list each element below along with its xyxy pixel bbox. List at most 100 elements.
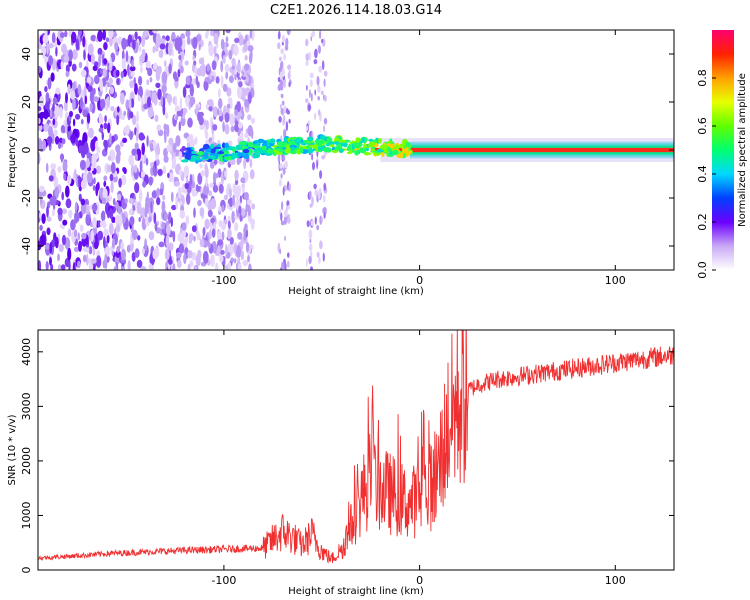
spectrogram-noise-blob	[98, 115, 104, 125]
spectrogram-noise-blob	[177, 186, 182, 199]
spectrogram-noise-blob	[317, 109, 321, 116]
spectrogram-noise-blob	[284, 262, 287, 270]
spectrogram-noise-blob	[228, 75, 234, 84]
spectrogram-noise-blob	[46, 136, 53, 145]
spectrogram-noise-blob	[90, 34, 97, 42]
spectrogram-noise-blob	[198, 116, 204, 126]
spectrogram-noise-blob	[161, 222, 166, 230]
spectrogram-noise-blob	[74, 168, 77, 179]
spectrogram-noise-blob	[179, 210, 186, 219]
spectrogram-noise-blob	[108, 208, 114, 219]
spectrogram-noise-blob	[251, 203, 256, 210]
spectrogram-ridge-blob	[328, 141, 336, 146]
spectrogram-noise-blob	[208, 229, 212, 240]
spectrogram-ridge-blob	[408, 150, 412, 155]
spectrogram-noise-blob	[141, 170, 145, 178]
spectrogram-noise-blob	[66, 174, 72, 185]
spectrogram-ridge-blob	[405, 141, 411, 148]
chart-title: C2E1.2026.114.18.03.G14	[270, 3, 442, 18]
spectrogram-noise-blob	[82, 171, 89, 184]
spectrogram-noise-blob	[131, 229, 138, 240]
spectrogram-noise-blob	[132, 204, 135, 211]
spectrogram-noise-blob	[133, 164, 138, 174]
spectrogram-noise-blob	[71, 63, 77, 72]
spectrogram-noise-blob	[281, 261, 285, 270]
spectrogram-noise-blob	[79, 224, 84, 232]
spectrogram-noise-blob	[93, 96, 99, 102]
spectrogram-noise-blob	[242, 259, 248, 267]
spectrogram-noise-blob	[130, 71, 135, 77]
spectrogram-noise-blob	[148, 231, 155, 241]
spectrogram-noise-blob	[80, 118, 84, 125]
spectrogram-noise-blob	[322, 125, 326, 132]
spectrogram-noise-blob	[247, 45, 254, 52]
spectrogram-noise-blob	[241, 184, 245, 195]
spectrogram-ridge-blob	[311, 148, 316, 151]
spectrogram-noise-blob	[287, 252, 290, 258]
spectrogram-noise-blob	[145, 157, 149, 166]
spectrogram-noise-blob	[67, 83, 71, 95]
snr-xtick-label: -100	[211, 574, 236, 587]
spectrogram-noise-blob	[74, 229, 78, 238]
spectrogram-noise-blob	[97, 230, 104, 241]
spectrogram-noise-blob	[219, 249, 225, 255]
spectrogram-noise-blob	[88, 262, 94, 270]
spectrogram-noise-blob	[313, 183, 317, 190]
spectrogram-noise-blob	[101, 131, 105, 141]
spectrogram-noise-blob	[316, 159, 318, 170]
spectrogram-noise-blob	[149, 142, 154, 152]
spectrogram-noise-blob	[65, 71, 70, 78]
spectrogram-noise-blob	[78, 61, 83, 69]
spectrogram-noise-blob	[87, 85, 93, 93]
spectrogram-noise-blob	[108, 222, 114, 235]
spectrogram-noise-blob	[226, 87, 232, 97]
spectrogram-noise-blob	[166, 93, 173, 104]
spectrogram-noise-blob	[310, 92, 313, 102]
spectrogram-noise-blob	[61, 43, 67, 54]
spectrogram-noise-blob	[40, 45, 47, 57]
spectrogram-noise-blob	[228, 187, 233, 198]
spectrogram-ridge-blob	[258, 150, 262, 154]
spectrogram-noise-blob	[200, 187, 203, 194]
spectrogram-noise-blob	[284, 235, 286, 241]
spectrogram-noise-blob	[305, 60, 309, 67]
spectrogram-noise-blob	[248, 263, 252, 270]
spectrogram-noise-blob	[189, 97, 194, 108]
spectrogram-noise-blob	[61, 191, 64, 201]
spectrogram-noise-blob	[156, 187, 160, 198]
spectrogram-noise-blob	[178, 169, 183, 177]
spectrogram-noise-blob	[218, 205, 222, 212]
spectrogram-noise-blob	[305, 53, 310, 61]
spectrogram-noise-blob	[317, 84, 321, 93]
spectrogram-noise-blob	[316, 75, 320, 86]
spectrogram-noise-blob	[215, 262, 219, 270]
spectrogram-noise-blob	[158, 49, 164, 59]
spectrogram-noise-blob	[177, 259, 182, 269]
spectrogram-noise-blob	[58, 244, 64, 252]
spectrogram-noise-blob	[107, 155, 112, 161]
spectrogram-noise-blob	[45, 92, 50, 103]
spectrogram-noise-blob	[165, 234, 170, 248]
spectrogram-noise-blob	[308, 245, 311, 250]
spectrogram-noise-blob	[93, 61, 99, 67]
spectrogram-noise-blob	[102, 67, 107, 78]
snr-xlabel: Height of straight line (km)	[288, 586, 424, 597]
spectrogram-noise-blob	[220, 38, 225, 50]
spectrogram-noise-blob	[149, 111, 155, 117]
spectrogram-noise-blob	[114, 42, 119, 51]
spectrogram-noise-blob	[245, 241, 250, 253]
spectrogram-noise-blob	[318, 65, 323, 73]
spectrogram-noise-blob	[163, 123, 168, 131]
colorbar-gradient	[712, 30, 734, 270]
spectrogram-ridge-blob	[386, 141, 392, 144]
spectrogram-noise-blob	[82, 132, 88, 145]
spectrogram-noise-blob	[178, 243, 185, 254]
spectrogram-noise-blob	[247, 205, 251, 217]
spectrogram-ridge-blob	[262, 140, 268, 144]
spectrogram-noise-blob	[175, 197, 179, 210]
spectrogram-noise-blob	[41, 213, 46, 225]
spectrogram-noise-blob	[92, 217, 97, 229]
spectrogram-noise-blob	[148, 216, 152, 223]
spectrogram-noise-blob	[69, 110, 73, 118]
